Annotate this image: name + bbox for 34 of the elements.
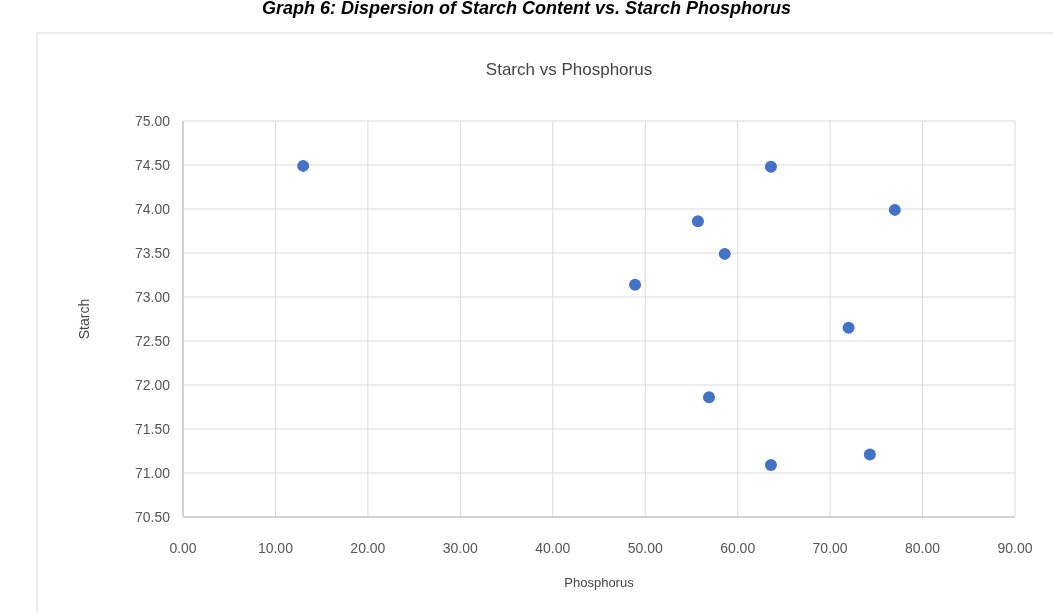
point <box>842 321 855 334</box>
y-tick-label: 74.50 <box>134 157 171 173</box>
x-axis-title: Phosphorus <box>564 575 635 590</box>
x-tick-label: 50.00 <box>627 540 663 556</box>
y-tick-label: 71.50 <box>134 421 171 437</box>
y-tick-label: 73.50 <box>134 245 171 261</box>
point <box>764 160 777 173</box>
y-axis-title: Starch <box>76 298 92 340</box>
point <box>888 203 901 216</box>
point <box>297 159 310 172</box>
x-tick-label: 0.00 <box>169 540 197 556</box>
x-tick-label: 70.00 <box>812 540 848 556</box>
x-tick-label: 80.00 <box>905 540 941 556</box>
point <box>629 278 642 291</box>
y-tick-label: 74.00 <box>134 201 171 217</box>
point <box>691 215 704 228</box>
point <box>863 448 876 461</box>
x-tick-label: 40.00 <box>535 540 571 556</box>
x-tick-label: 30.00 <box>442 540 479 556</box>
y-tick-label: 72.00 <box>134 377 171 393</box>
point <box>703 391 716 404</box>
caption: Graph 6: Dispersion of Starch Content vs. Starch Phosphorus <box>261 0 792 18</box>
point <box>764 459 777 472</box>
y-tick-label: 75.00 <box>134 113 171 129</box>
y-tick-label: 72.50 <box>134 333 171 349</box>
x-tick-label: 90.00 <box>997 540 1033 556</box>
point <box>718 247 731 260</box>
x-tick-label: 10.00 <box>257 540 294 556</box>
x-tick-label: 20.00 <box>350 540 386 556</box>
y-tick-label: 70.50 <box>134 509 171 525</box>
y-tick-label: 71.00 <box>134 465 171 481</box>
chart-title: Starch vs Phosphorus <box>485 60 653 79</box>
x-tick-label: 60.00 <box>720 540 756 556</box>
y-tick-label: 73.00 <box>134 289 171 305</box>
